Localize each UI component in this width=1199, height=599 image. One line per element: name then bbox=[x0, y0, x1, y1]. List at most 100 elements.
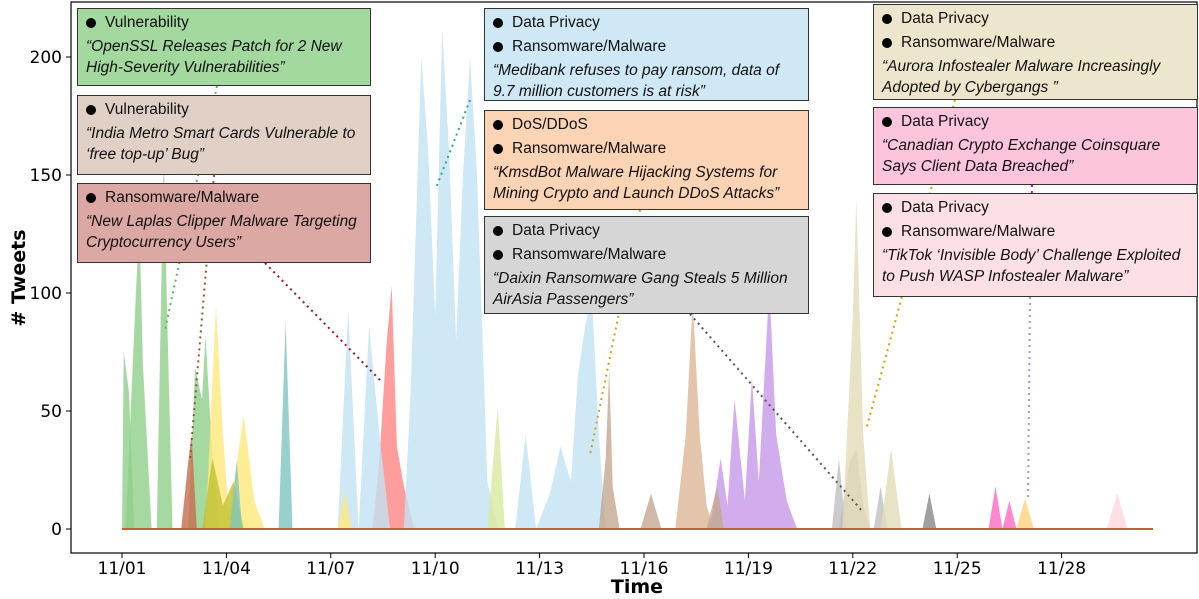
series-area bbox=[181, 434, 197, 529]
series-area bbox=[640, 493, 662, 529]
series-area bbox=[515, 434, 537, 529]
annotation-box: Data Privacy Ransomware/Malware “TikTok ‘I… bbox=[873, 193, 1198, 297]
series-area bbox=[706, 486, 724, 529]
annotation-category: DoS/DDoS bbox=[493, 115, 800, 136]
x-ticks: 11/01 11/04 11/07 11/10 11/13 11/16 11/19 11/22… bbox=[98, 553, 1086, 579]
x-tick-label: 11/07 bbox=[306, 559, 355, 579]
annotation-category: Ransomware/Malware bbox=[86, 188, 362, 209]
y-tick-label: 0 bbox=[51, 520, 62, 540]
series-area bbox=[156, 151, 173, 529]
bullet-icon bbox=[493, 18, 503, 29]
series-area bbox=[880, 448, 902, 529]
bullet-icon bbox=[493, 144, 503, 155]
annotation-headline: “Canadian Crypto Exchange Coinsquare Say… bbox=[882, 136, 1161, 175]
annotation-category: Vulnerability bbox=[86, 13, 362, 34]
leader-line bbox=[1027, 296, 1031, 501]
annotation-headline: “New Laplas Clipper Malware Targeting Cr… bbox=[86, 212, 357, 251]
x-tick-label: 11/28 bbox=[1037, 559, 1086, 579]
leader-line bbox=[435, 99, 471, 189]
category-label: Data Privacy bbox=[512, 14, 600, 31]
series-area bbox=[536, 293, 606, 529]
annotation-category: Ransomware/Malware bbox=[882, 33, 1189, 54]
category-label: Data Privacy bbox=[901, 113, 989, 130]
leader-line bbox=[689, 313, 864, 513]
bullet-icon bbox=[493, 226, 503, 237]
x-tick-label: 11/10 bbox=[411, 559, 460, 579]
y-tick-label: 200 bbox=[30, 48, 62, 68]
annotation-category: Ransomware/Malware bbox=[493, 139, 800, 160]
category-label: Vulnerability bbox=[105, 101, 189, 118]
annotation-box: Vulnerability “OpenSSL Releases Patch for… bbox=[77, 8, 371, 86]
annotation-box: Data Privacy Ransomware/Malware “Daixin Ra… bbox=[484, 216, 809, 314]
bullet-icon bbox=[493, 250, 503, 261]
annotation-headline: “Aurora Infostealer Malware Increasingly… bbox=[882, 57, 1161, 96]
annotation-box: Data Privacy Ransomware/Malware “Aurora In… bbox=[873, 4, 1198, 100]
bullet-icon bbox=[882, 117, 892, 128]
series-area bbox=[842, 198, 871, 529]
y-axis-label: # Tweets bbox=[8, 229, 30, 326]
category-label: Data Privacy bbox=[512, 222, 600, 239]
x-axis-label: Time bbox=[611, 576, 663, 598]
category-label: Vulnerability bbox=[105, 14, 189, 31]
category-label: DoS/DDoS bbox=[512, 116, 588, 133]
annotation-box: Data Privacy Ransomware/Malware “Medibank … bbox=[484, 8, 809, 101]
annotation-headline: “Medibank refuses to pay ransom, data of… bbox=[493, 61, 780, 100]
category-label: Ransomware/Malware bbox=[105, 189, 260, 206]
annotation-headline: “OpenSSL Releases Patch for 2 New High-S… bbox=[86, 37, 342, 76]
leader-lines bbox=[164, 85, 1033, 513]
series-area bbox=[125, 222, 152, 529]
annotation-category: Data Privacy bbox=[882, 9, 1189, 30]
bullet-icon bbox=[493, 42, 503, 53]
bullet-icon bbox=[86, 105, 96, 116]
bullet-icon bbox=[882, 14, 892, 25]
category-label: Data Privacy bbox=[901, 199, 989, 216]
series-area bbox=[403, 28, 498, 529]
series-area bbox=[278, 321, 293, 529]
annotation-category: Data Privacy bbox=[882, 112, 1189, 133]
annotation-category: Ransomware/Malware bbox=[493, 37, 800, 58]
leader-line bbox=[264, 262, 383, 383]
series-area bbox=[598, 368, 620, 529]
series-area bbox=[487, 406, 505, 529]
series-layer bbox=[122, 28, 1128, 529]
y-ticks: 0 50 100 150 200 bbox=[30, 48, 71, 540]
x-tick-label: 11/25 bbox=[933, 559, 982, 579]
category-label: Ransomware/Malware bbox=[512, 139, 667, 157]
annotation-category: Data Privacy bbox=[493, 13, 800, 34]
series-area bbox=[675, 300, 714, 529]
series-area bbox=[337, 309, 359, 529]
series-area bbox=[1016, 498, 1034, 529]
series-area bbox=[922, 493, 937, 529]
series-area bbox=[1002, 500, 1017, 529]
annotation-category: Ransomware/Malware bbox=[493, 245, 800, 266]
annotation-box: Ransomware/Malware “New Laplas Clipper Ma… bbox=[77, 183, 371, 263]
annotation-category: Vulnerability bbox=[86, 100, 362, 121]
bullet-icon bbox=[882, 227, 892, 238]
series-area bbox=[337, 491, 352, 529]
x-tick-label: 11/01 bbox=[98, 559, 147, 579]
annotation-headline: “India Metro Smart Cards Vulnerable to ‘… bbox=[86, 124, 356, 163]
annotation-headline: “KmsdBot Malware Hijacking Systems for M… bbox=[493, 163, 780, 202]
category-label: Ransomware/Malware bbox=[901, 33, 1056, 51]
x-tick-label: 11/13 bbox=[515, 559, 564, 579]
annotation-headline: “Daixin Ransomware Gang Steals 5 Million… bbox=[493, 269, 788, 308]
category-label: Ransomware/Malware bbox=[901, 222, 1056, 240]
x-tick-label: 11/04 bbox=[202, 559, 251, 579]
bullet-icon bbox=[86, 18, 96, 29]
y-tick-label: 150 bbox=[30, 166, 62, 186]
bullet-icon bbox=[882, 38, 892, 49]
series-area bbox=[358, 326, 390, 529]
category-label: Ransomware/Malware bbox=[512, 37, 667, 55]
bullet-icon bbox=[882, 203, 892, 214]
bullet-icon bbox=[86, 193, 96, 204]
annotation-box: Vulnerability “India Metro Smart Cards Vu… bbox=[77, 95, 371, 175]
x-tick-label: 11/22 bbox=[828, 559, 877, 579]
annotation-category: Ransomware/Malware bbox=[882, 222, 1189, 243]
annotation-box: Data Privacy “Canadian Crypto Exchange Co… bbox=[873, 107, 1198, 185]
y-tick-label: 100 bbox=[30, 284, 62, 304]
series-area bbox=[1106, 493, 1128, 529]
annotation-category: Data Privacy bbox=[882, 198, 1189, 219]
bullet-icon bbox=[493, 120, 503, 131]
y-tick-label: 50 bbox=[40, 402, 62, 422]
